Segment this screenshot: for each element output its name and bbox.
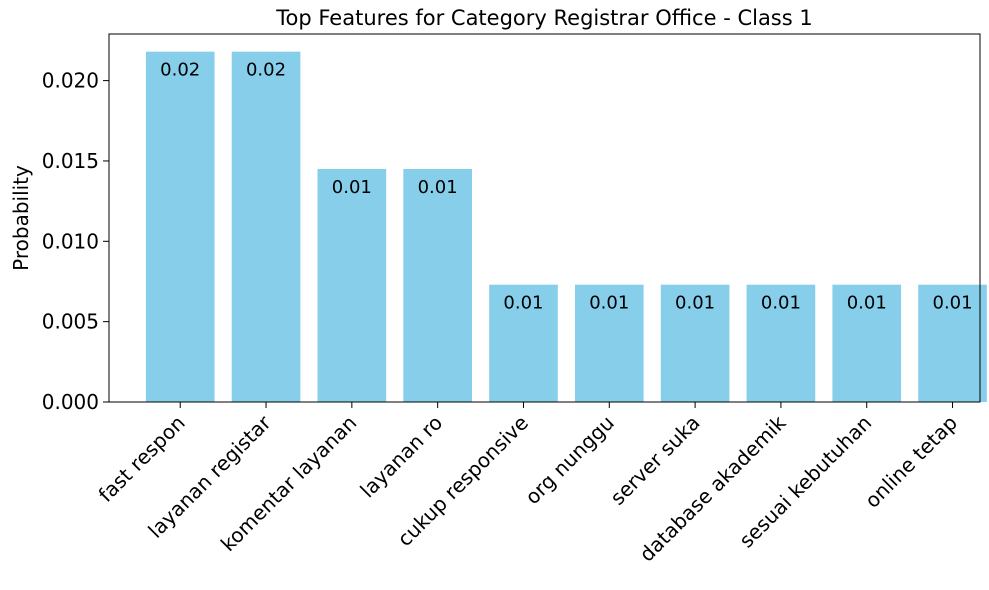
- data-label-9: 0.01: [933, 293, 973, 314]
- bar-9: [918, 284, 987, 402]
- bar-0: [145, 51, 215, 403]
- bar-3: [403, 168, 472, 402]
- data-label-5: 0.01: [589, 293, 629, 314]
- data-label-6: 0.01: [675, 293, 715, 314]
- y-tick-label-1: 0.005: [42, 310, 99, 334]
- y-tick-label-2: 0.010: [42, 229, 99, 253]
- data-label-8: 0.01: [847, 293, 887, 314]
- x-tick-label-5: org nunggu: [520, 411, 618, 509]
- bars-group: [145, 51, 987, 403]
- data-label-2: 0.01: [332, 177, 372, 198]
- data-label-7: 0.01: [761, 293, 801, 314]
- y-tick-label-4: 0.020: [42, 69, 99, 93]
- bar-1: [231, 51, 301, 403]
- x-tick-label-9: online tetap: [860, 411, 962, 513]
- bar-4: [489, 284, 558, 402]
- y-tick-label-0: 0.000: [42, 390, 99, 414]
- bar-7: [746, 284, 816, 402]
- bar-6: [660, 284, 730, 402]
- bar-5: [574, 284, 644, 402]
- data-label-0: 0.02: [160, 60, 200, 81]
- x-tick-label-0: fast respon: [94, 411, 190, 507]
- y-axis-label: Probability: [9, 165, 33, 271]
- y-axis: 0.000 0.005 0.010 0.015 0.020: [42, 69, 109, 414]
- y-tick-label-3: 0.015: [42, 149, 99, 173]
- data-label-1: 0.02: [246, 60, 286, 81]
- data-label-4: 0.01: [503, 293, 543, 314]
- plot-frame: [108, 33, 981, 403]
- x-tick-label-7: database akademik: [635, 410, 791, 566]
- data-label-3: 0.01: [418, 177, 458, 198]
- data-labels-group: 0.02 0.02 0.01 0.01 0.01 0.01 0.01 0.01 0.01 0.01: [160, 60, 972, 314]
- bar-8: [832, 284, 902, 402]
- x-tick-label-3: layanan ro: [355, 411, 447, 503]
- chart-title: Top Features for Category Registrar Offi…: [275, 6, 812, 30]
- bar-2: [317, 168, 387, 402]
